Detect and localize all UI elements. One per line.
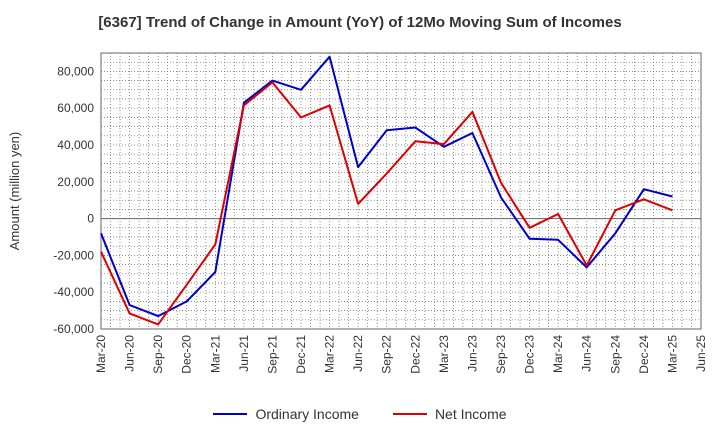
legend-item-ordinary-income: Ordinary Income xyxy=(213,406,359,422)
x-tick-label: Sep-24 xyxy=(608,335,622,374)
y-tick-label: 80,000 xyxy=(57,64,94,78)
y-tick-label: -60,000 xyxy=(53,322,94,336)
plot-frame xyxy=(100,52,702,330)
y-tick-label: 20,000 xyxy=(57,175,94,189)
legend-label-ordinary-income: Ordinary Income xyxy=(255,406,359,422)
legend-swatch-ordinary-income xyxy=(213,413,248,415)
x-tick-label: Dec-20 xyxy=(180,335,194,374)
x-tick-label: Dec-21 xyxy=(294,335,308,374)
x-tick-label: Mar-21 xyxy=(208,335,222,373)
y-tick-label: -40,000 xyxy=(53,285,94,299)
legend-label-net-income: Net Income xyxy=(434,406,507,422)
y-tick-label: 60,000 xyxy=(57,101,94,115)
x-tick-label: Jun-25 xyxy=(694,335,708,372)
series-line-ordinary-income xyxy=(100,55,673,318)
x-tick-label: Jun-21 xyxy=(237,335,251,372)
y-tick-label: -20,000 xyxy=(53,248,94,262)
x-tick-label: Mar-20 xyxy=(94,335,108,373)
x-tick-label: Mar-23 xyxy=(437,335,451,373)
legend: Ordinary Income Net Income xyxy=(0,406,720,422)
x-tick-label: Jun-20 xyxy=(123,335,137,372)
legend-item-net-income: Net Income xyxy=(392,406,507,422)
x-tick-label: Mar-24 xyxy=(551,335,565,373)
x-tick-label: Dec-23 xyxy=(523,335,537,374)
x-tick-label: Sep-22 xyxy=(380,335,394,374)
x-tick-label: Dec-22 xyxy=(408,335,422,374)
series-line-net-income xyxy=(100,81,673,326)
x-tick-label: Mar-25 xyxy=(665,335,679,373)
y-tick-label: 40,000 xyxy=(57,138,94,152)
y-axis-label: Amount (million yen) xyxy=(7,132,22,251)
x-tick-label: Jun-23 xyxy=(465,335,479,372)
x-tick-label: Mar-22 xyxy=(323,335,337,373)
x-tick-label: Jun-22 xyxy=(351,335,365,372)
x-tick-label: Sep-21 xyxy=(265,335,279,374)
x-tick-label: Sep-20 xyxy=(151,335,165,374)
x-tick-label: Sep-23 xyxy=(494,335,508,374)
y-tick-label: 0 xyxy=(87,212,94,226)
x-tick-label: Jun-24 xyxy=(580,335,594,372)
legend-swatch-net-income xyxy=(392,413,427,415)
chart-title: [6367] Trend of Change in Amount (YoY) o… xyxy=(98,14,622,31)
x-tick-label: Dec-24 xyxy=(637,335,651,374)
